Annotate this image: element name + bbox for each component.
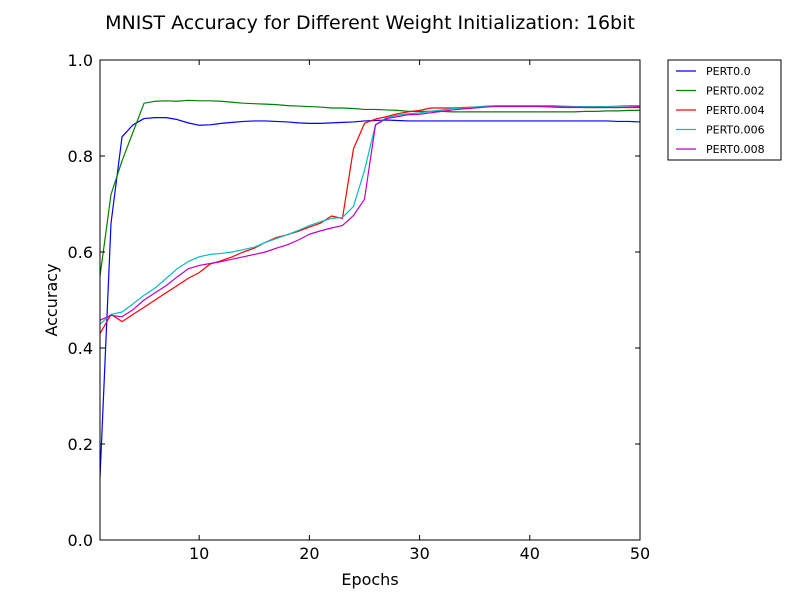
x-tick-label: 10	[189, 544, 209, 563]
legend: PERT0.0 PERT0.002 PERT0.004 PERT0.006 PERT0.…	[667, 59, 782, 161]
x-axis-label: Epochs	[341, 570, 398, 589]
x-tick-label: 20	[299, 544, 319, 563]
legend-items: PERT0.0 PERT0.002 PERT0.004 PERT0.006 PERT0.…	[676, 65, 765, 156]
legend-label: PERT0.0	[706, 65, 751, 78]
series-line-pert0-008	[100, 105, 640, 321]
x-tick-label: 40	[520, 544, 540, 563]
x-axis-ticks: 10 20 30 40 50	[189, 60, 650, 563]
x-tick-label: 30	[409, 544, 429, 563]
legend-label: PERT0.008	[706, 143, 765, 156]
y-axis-ticks: 0.0 0.2 0.4 0.6 0.8 1.0	[68, 51, 640, 550]
y-tick-label: 0.0	[68, 531, 93, 550]
chart-title: MNIST Accuracy for Different Weight Init…	[105, 12, 635, 34]
y-tick-label: 0.8	[68, 147, 93, 166]
plot-frame	[99, 59, 641, 541]
plot-background	[100, 60, 640, 540]
x-tick-label: 50	[630, 544, 650, 563]
y-tick-label: 0.2	[68, 435, 93, 454]
legend-label: PERT0.002	[706, 85, 765, 98]
plot-area	[99, 59, 641, 541]
y-axis-label: Accuracy	[42, 263, 61, 336]
y-tick-label: 1.0	[68, 51, 93, 70]
y-tick-label: 0.4	[68, 339, 93, 358]
series-line-pert0-006	[100, 104, 640, 325]
series-line-pert0-002	[100, 99, 640, 277]
series-layer	[100, 99, 640, 478]
y-tick-label: 0.6	[68, 243, 93, 262]
legend-label: PERT0.006	[706, 124, 765, 137]
legend-label: PERT0.004	[706, 104, 765, 117]
